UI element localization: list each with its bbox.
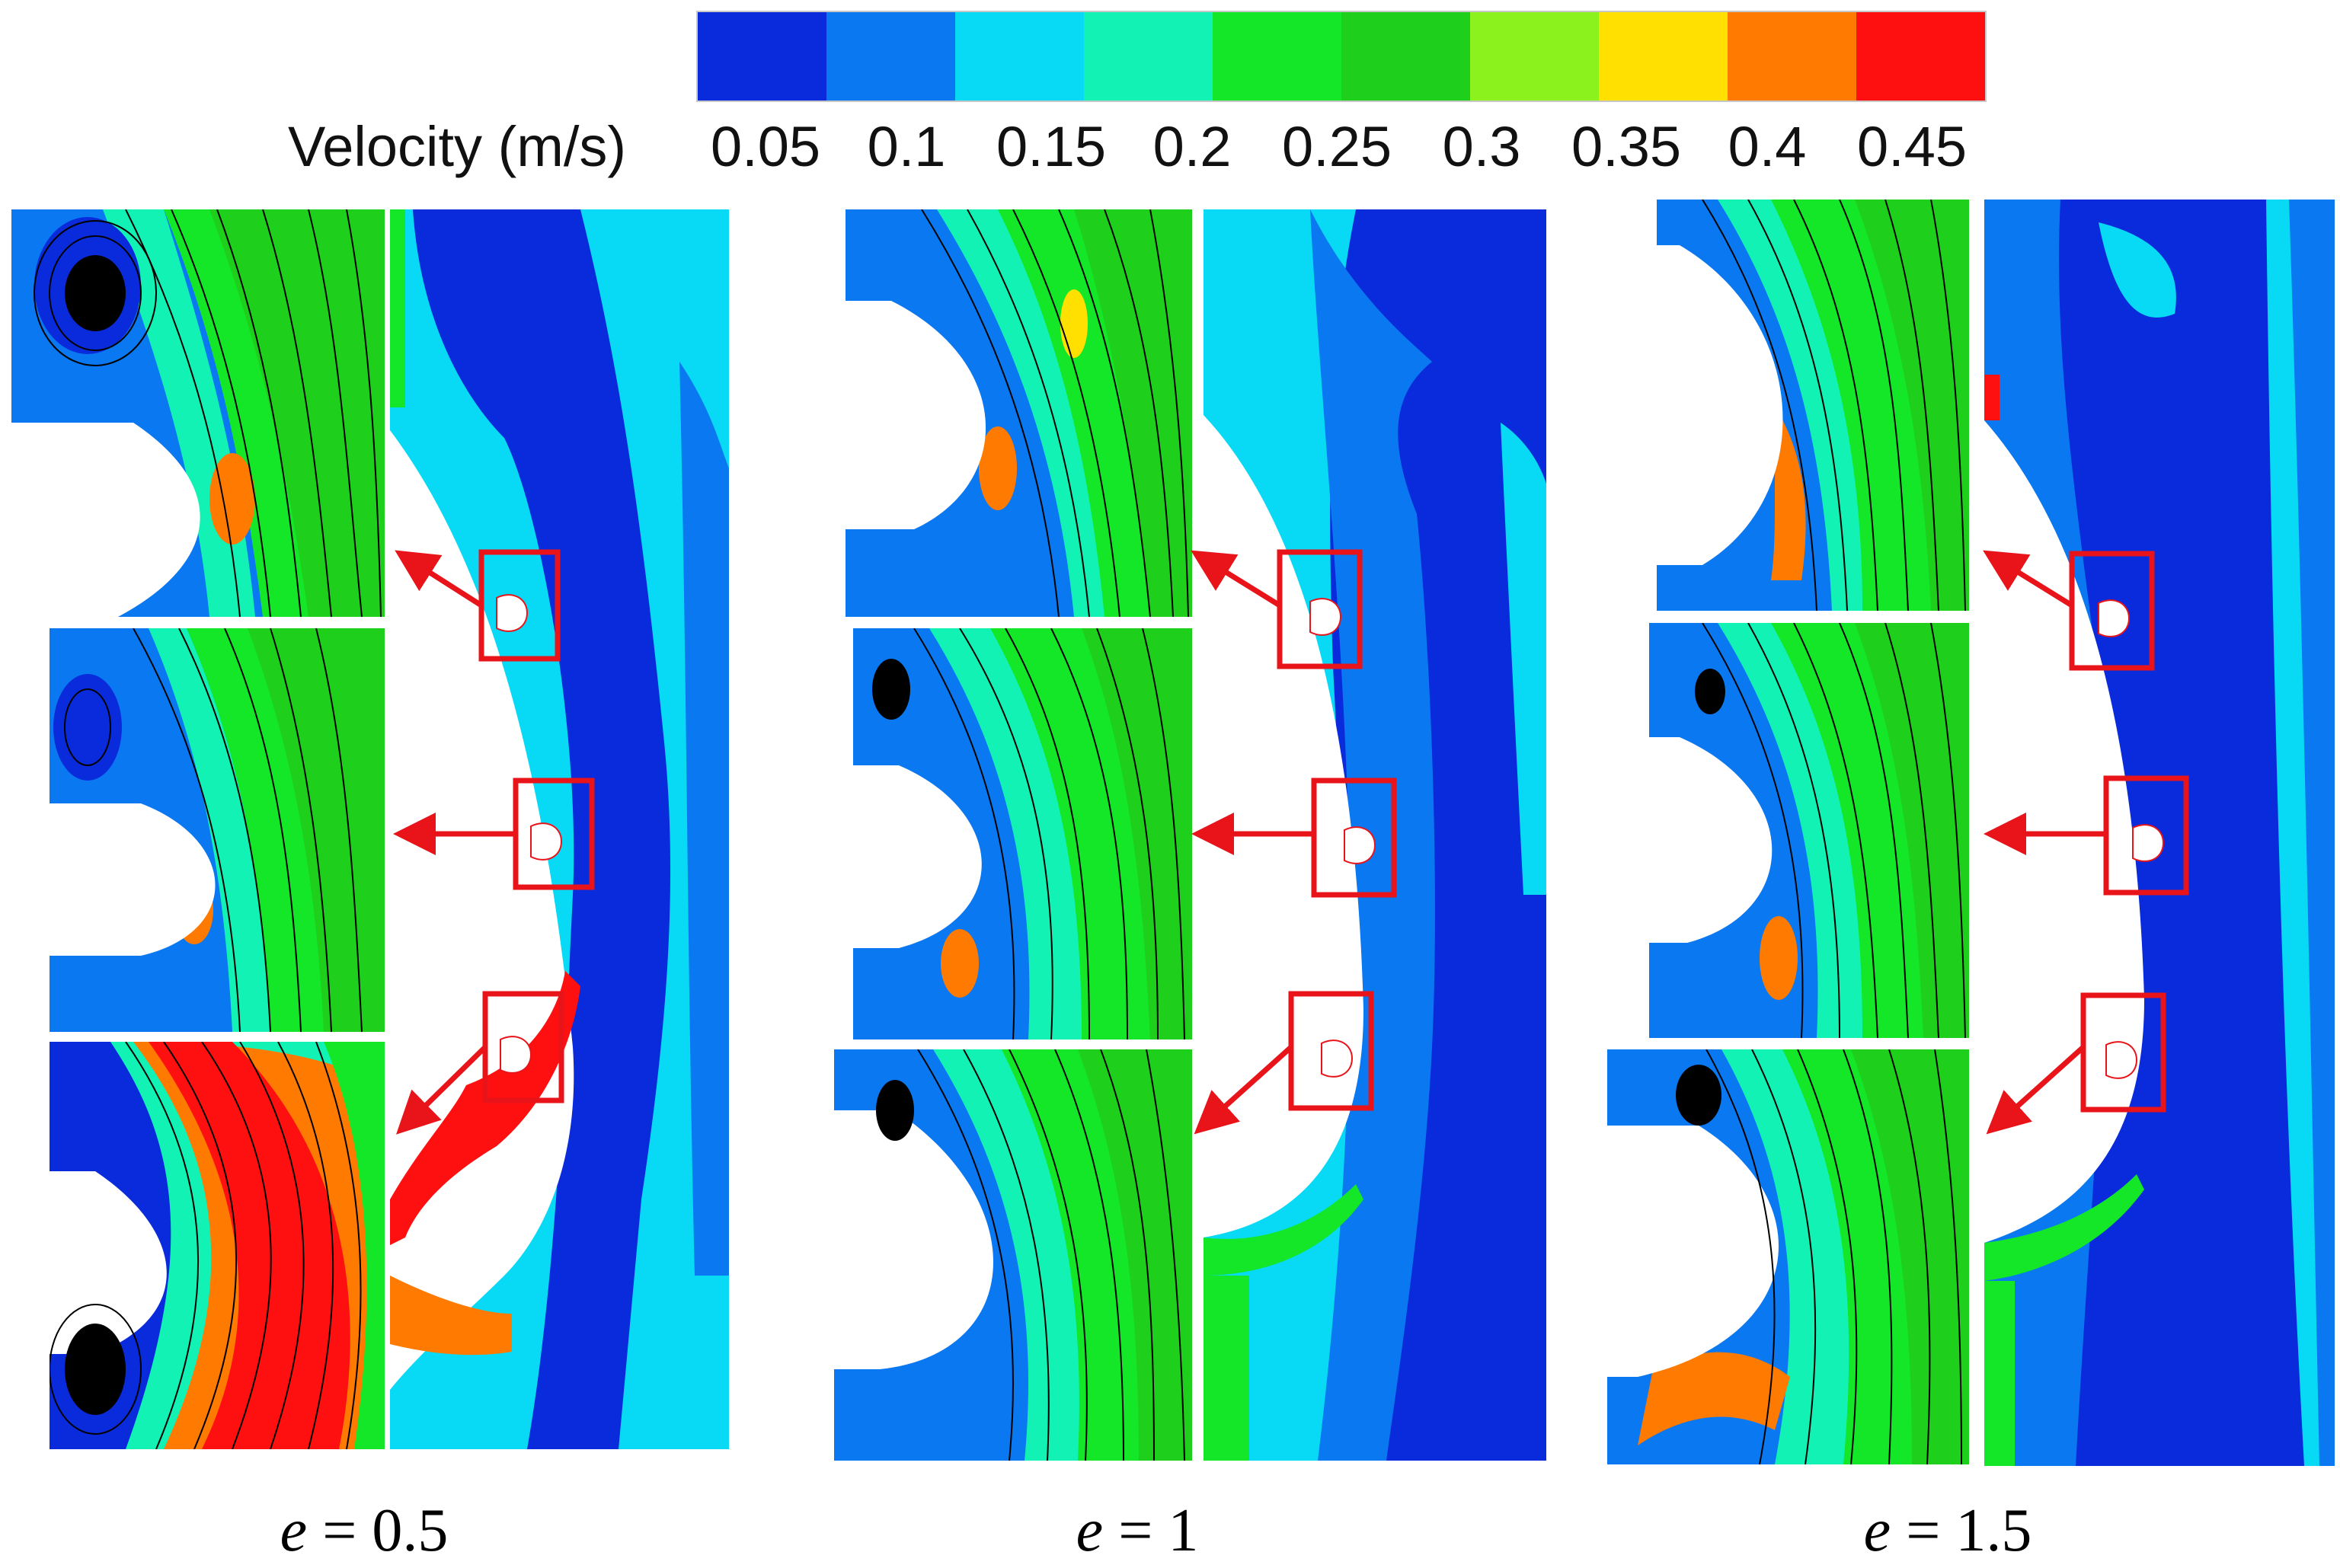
case-label: e = 1 <box>1076 1496 1199 1566</box>
colorbar-segment <box>826 12 955 101</box>
pointer-arrow <box>1986 1045 2086 1135</box>
colorbar-tick: 0.25 <box>1281 115 1392 178</box>
colorbar-tick: 0.05 <box>710 115 821 178</box>
colorbar-tick: 0.15 <box>996 115 1107 178</box>
streamline-inset-bottom <box>50 1042 385 1449</box>
pointer-arrow <box>396 1045 488 1135</box>
colorbar-segment <box>1728 12 1856 101</box>
zoom-box <box>2080 992 2166 1113</box>
e-symbol: e <box>1076 1497 1104 1564</box>
e-symbol: e <box>1863 1497 1891 1564</box>
case-value: = 1 <box>1118 1497 1199 1564</box>
pointer-arrow <box>1191 550 1281 608</box>
case-value: = 0.5 <box>322 1497 449 1564</box>
colorbar-segment <box>1856 12 1985 101</box>
streamline-inset-top <box>1657 200 1969 611</box>
colorbar-segment <box>698 12 826 101</box>
velocity-colorbar <box>696 11 1987 102</box>
zoom-box <box>2069 551 2155 671</box>
colorbar-segment <box>1213 12 1341 101</box>
streamline-inset-bottom <box>1607 1049 1969 1464</box>
zoom-box <box>1288 991 1374 1111</box>
zoom-box <box>1311 778 1397 898</box>
pointer-arrow <box>1194 1045 1293 1135</box>
colorbar-tick: 0.45 <box>1856 115 1968 178</box>
streamline-inset-bottom <box>834 1049 1192 1461</box>
velocity-contour-strip <box>390 209 729 1449</box>
streamline-inset-middle <box>50 628 385 1032</box>
streamline-inset-middle <box>853 628 1192 1039</box>
pointer-arrow <box>395 550 483 608</box>
case-label: e = 1.5 <box>1864 1496 2032 1566</box>
zoom-box <box>1277 549 1363 669</box>
colorbar-tick: 0.35 <box>1571 115 1682 178</box>
colorbar-segment <box>955 12 1084 101</box>
colorbar-tick: 0.2 <box>1152 115 1232 178</box>
colorbar-tick: 0.3 <box>1442 115 1521 178</box>
colorbar-segment <box>1084 12 1213 101</box>
case-value: = 1.5 <box>1906 1497 2032 1564</box>
colorbar-title: Velocity (m/s) <box>288 115 627 178</box>
colorbar-tick: 0.1 <box>867 115 946 178</box>
case-label: e = 0.5 <box>280 1496 449 1566</box>
colorbar-segment <box>1341 12 1470 101</box>
colorbar-segment <box>1599 12 1728 101</box>
pointer-arrow <box>1983 550 2073 608</box>
colorbar-segment <box>1470 12 1599 101</box>
e-symbol: e <box>280 1497 308 1564</box>
streamline-inset-middle <box>1649 623 1969 1038</box>
streamline-inset-top <box>846 209 1192 617</box>
colorbar-tick: 0.4 <box>1728 115 1807 178</box>
streamline-inset-top <box>11 209 385 617</box>
